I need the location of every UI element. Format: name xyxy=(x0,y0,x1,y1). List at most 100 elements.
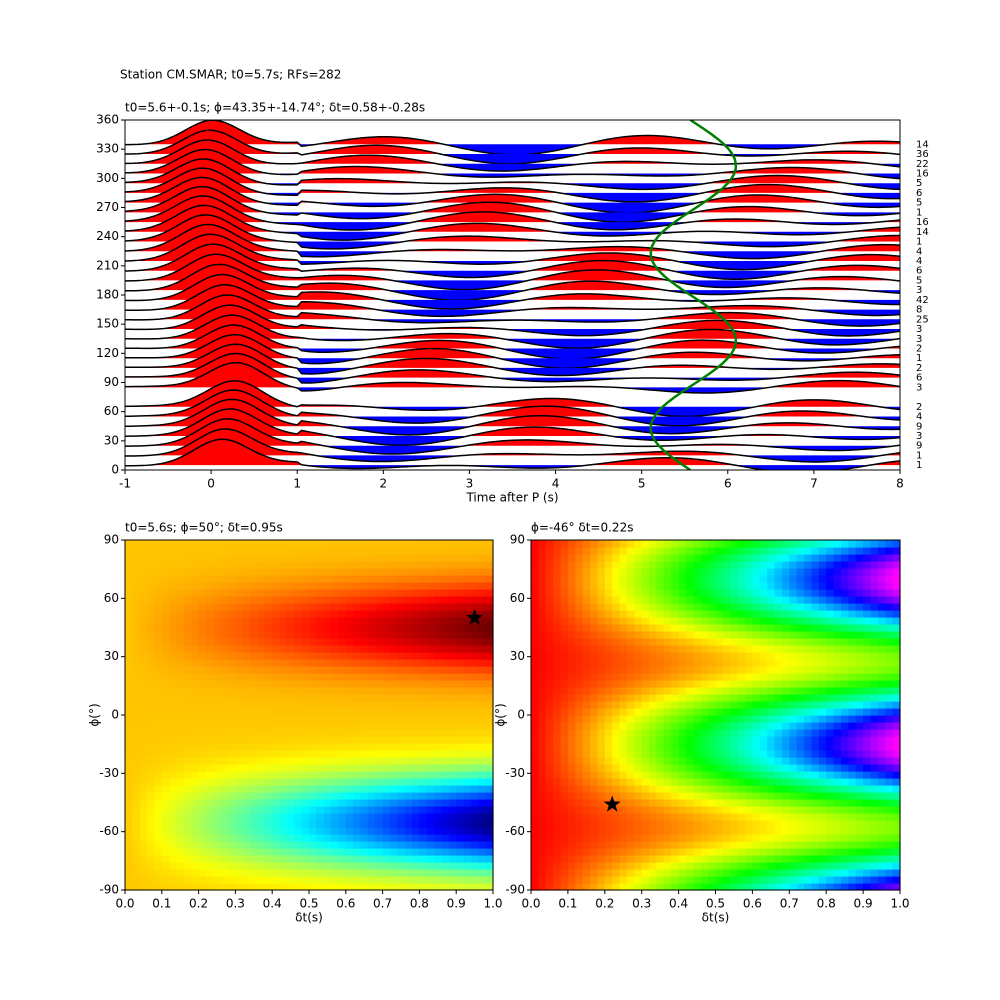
cell xyxy=(693,722,702,730)
cell xyxy=(604,701,613,709)
cell xyxy=(412,757,420,765)
cell xyxy=(804,596,813,604)
cell xyxy=(531,785,539,793)
cell xyxy=(286,764,295,772)
cell xyxy=(367,575,376,583)
cell xyxy=(316,680,325,688)
cell xyxy=(612,687,621,695)
cell xyxy=(264,750,273,758)
cell xyxy=(582,617,591,625)
cell xyxy=(752,589,761,597)
cell xyxy=(590,582,599,590)
cell xyxy=(567,680,576,688)
cell xyxy=(478,820,487,828)
cell xyxy=(478,792,487,800)
cell xyxy=(375,820,384,828)
cell xyxy=(463,855,472,863)
cell xyxy=(693,736,702,744)
cell xyxy=(722,694,731,702)
cell xyxy=(139,603,148,611)
cell xyxy=(198,827,207,835)
cell xyxy=(470,680,479,688)
cell xyxy=(656,876,665,884)
cell xyxy=(154,750,163,758)
cell xyxy=(811,806,820,814)
cell xyxy=(434,631,443,639)
cell xyxy=(759,869,768,877)
cell xyxy=(426,638,435,646)
cell xyxy=(634,806,643,814)
cell xyxy=(804,708,813,716)
cell xyxy=(441,589,450,597)
cell xyxy=(693,827,702,835)
cell xyxy=(389,736,398,744)
cell xyxy=(560,673,569,681)
cell xyxy=(198,624,207,632)
cell xyxy=(205,855,214,863)
cell xyxy=(485,841,494,849)
cell xyxy=(353,771,362,779)
cell xyxy=(840,785,849,793)
y-tick-label: 90 xyxy=(104,375,119,389)
cell xyxy=(235,757,244,765)
cell xyxy=(560,820,569,828)
cell xyxy=(634,624,643,632)
cell xyxy=(183,764,192,772)
cell xyxy=(663,757,672,765)
cell xyxy=(708,610,717,618)
cell xyxy=(700,617,709,625)
cell xyxy=(345,694,354,702)
cell xyxy=(272,785,281,793)
trace xyxy=(125,253,900,291)
cell xyxy=(840,764,849,772)
cell xyxy=(818,582,827,590)
cell xyxy=(811,855,820,863)
cell xyxy=(331,715,340,723)
cell xyxy=(678,750,687,758)
cell xyxy=(840,673,849,681)
cell xyxy=(331,876,340,884)
cell xyxy=(250,757,259,765)
cell xyxy=(745,624,753,632)
cell xyxy=(722,589,731,597)
cell xyxy=(338,680,347,688)
cell xyxy=(441,820,450,828)
cell xyxy=(685,638,694,646)
cell xyxy=(722,708,731,716)
cell xyxy=(235,750,244,758)
cell xyxy=(470,848,479,856)
cell xyxy=(722,764,731,772)
cell xyxy=(855,876,864,884)
trace xyxy=(125,214,900,250)
cell xyxy=(375,568,384,576)
cell xyxy=(301,687,310,695)
cell xyxy=(279,554,288,562)
cell xyxy=(767,701,776,709)
cell xyxy=(404,827,413,835)
cell xyxy=(441,554,450,562)
cell xyxy=(323,743,332,751)
cell xyxy=(848,806,857,814)
cell xyxy=(641,582,650,590)
cell xyxy=(626,883,635,891)
cell xyxy=(228,743,236,751)
cell xyxy=(279,750,288,758)
cell xyxy=(382,701,391,709)
cell xyxy=(198,736,207,744)
cell xyxy=(367,554,376,562)
cell xyxy=(767,603,776,611)
cell xyxy=(125,834,133,842)
cell xyxy=(301,785,310,793)
cell xyxy=(833,575,842,583)
cell xyxy=(604,834,613,842)
cell xyxy=(147,792,156,800)
cell xyxy=(154,575,163,583)
y-tick-label: 210 xyxy=(96,258,119,272)
cell xyxy=(434,554,443,562)
cell xyxy=(538,561,547,569)
cell xyxy=(448,799,457,807)
cell xyxy=(235,666,244,674)
cell xyxy=(752,554,761,562)
cell xyxy=(456,596,465,604)
cell xyxy=(279,582,288,590)
